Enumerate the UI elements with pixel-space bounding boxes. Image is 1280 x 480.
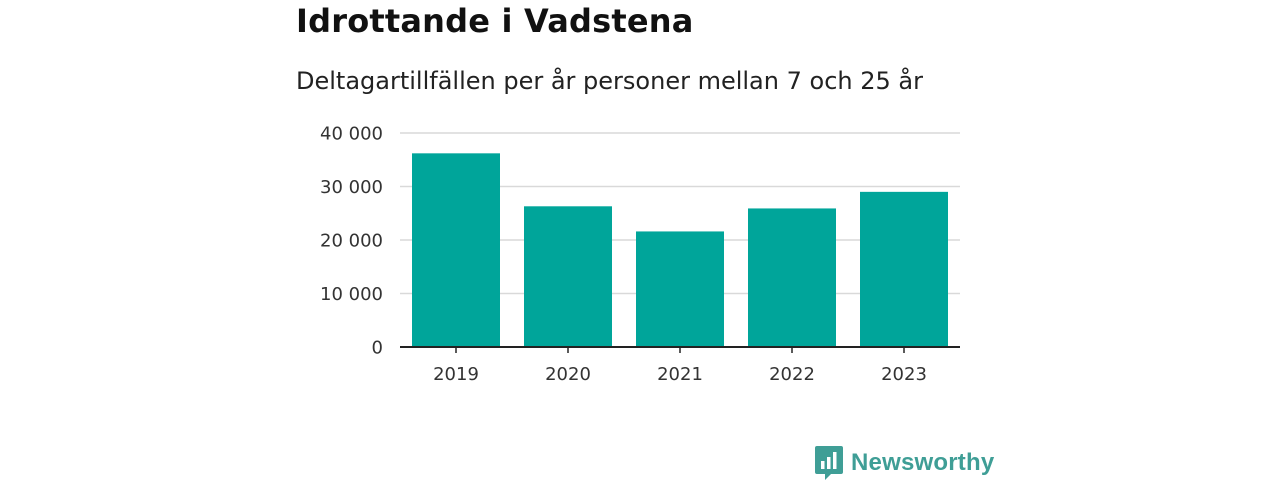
newsworthy-chart-logo-icon: [815, 446, 843, 480]
bars: [412, 153, 948, 347]
bar: [412, 153, 500, 347]
y-tick-label: 20 000: [320, 231, 383, 252]
y-tick-label: 10 000: [320, 284, 383, 305]
chart-subtitle: Deltagartillfällen per år personer mella…: [296, 67, 923, 95]
y-tick-label: 40 000: [320, 124, 383, 145]
x-tick-label: 2022: [769, 364, 815, 385]
brand-name: Newsworthy: [851, 449, 995, 476]
x-tick-label: 2021: [657, 364, 703, 385]
y-tick-label: 0: [372, 338, 383, 359]
x-tick-label: 2020: [545, 364, 591, 385]
bar: [524, 206, 612, 347]
x-tick-label: 2023: [881, 364, 927, 385]
bar-chart: 0 10 000 20 000 30 000 40 000 2019 2020 2021 202…: [320, 124, 960, 386]
bar: [636, 231, 724, 347]
bar: [860, 191, 948, 347]
axes: [400, 346, 960, 353]
chart-title: Idrottande i Vadstena: [296, 2, 694, 40]
y-tick-label: 30 000: [320, 177, 383, 198]
tick-labels: 0 10 000 20 000 30 000 40 000 2019 2020 2021 202…: [320, 124, 927, 386]
newsworthy-logo: Newsworthy: [815, 446, 994, 480]
bar: [748, 208, 836, 347]
x-tick-label: 2019: [433, 364, 479, 385]
